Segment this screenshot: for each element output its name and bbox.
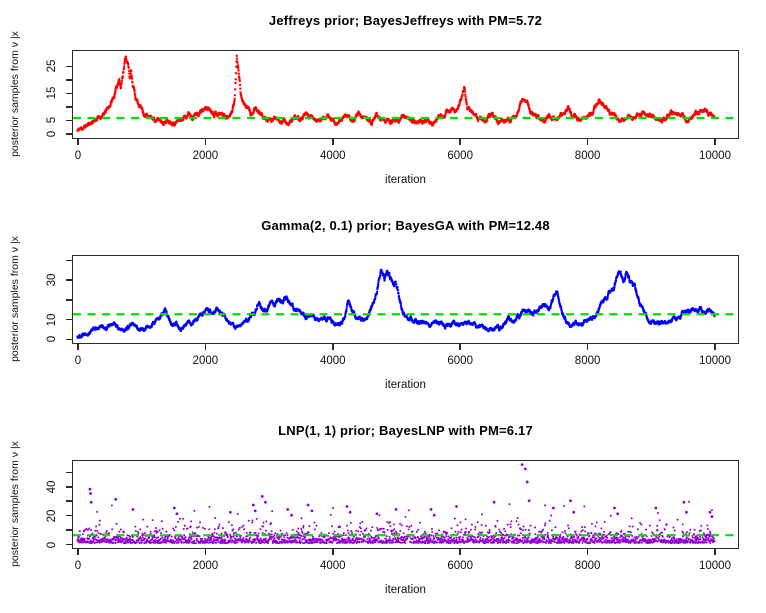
y-tick-label: 10 — [46, 313, 58, 327]
x-tick-mark — [459, 549, 461, 555]
x-tick-mark — [204, 139, 207, 145]
x-tick-label: 8000 — [574, 560, 601, 572]
x-tick-mark — [714, 549, 716, 555]
x-tick-mark — [714, 344, 716, 350]
x-tick-mark — [586, 549, 589, 555]
x-tick-mark — [586, 344, 589, 350]
x-tick-label: 0 — [74, 355, 82, 367]
plot-box — [72, 50, 739, 139]
x-tick-mark — [332, 344, 334, 350]
x-tick-mark — [77, 344, 79, 350]
x-tick-mark — [459, 139, 461, 145]
y-tick-label: 0 — [46, 541, 58, 548]
y-tick-label: 25 — [46, 59, 58, 73]
x-tick-label: 10000 — [699, 150, 731, 162]
y-tick-label: 15 — [46, 87, 58, 100]
plot-title: LNP(1, 1) prior; BayesLNP with PM=6.17 — [278, 423, 533, 438]
x-axis-label: iteration — [385, 584, 426, 596]
x-tick-mark — [332, 549, 334, 555]
x-tick-label: 2000 — [192, 150, 219, 162]
x-tick-mark — [204, 344, 207, 350]
x-tick-label: 4000 — [320, 355, 346, 367]
x-tick-mark — [586, 139, 589, 145]
y-tick-label: 30 — [46, 273, 58, 287]
trace-plot-panel-gamma: Gamma(2, 0.1) prior; BayesGA with PM=12.… — [0, 205, 766, 408]
y-tick-label: 40 — [46, 480, 58, 494]
plot-box — [72, 460, 739, 549]
x-axis-label: iteration — [385, 174, 426, 186]
plot-canvas — [73, 256, 737, 342]
x-tick-label: 8000 — [574, 355, 601, 367]
x-tick-mark — [714, 139, 716, 145]
trace-plot-panel-jeffreys: Jeffreys prior; BayesJeffreys with PM=5.… — [0, 0, 766, 203]
x-tick-label: 6000 — [447, 560, 473, 572]
x-tick-mark — [204, 549, 207, 555]
x-tick-label: 8000 — [574, 150, 601, 162]
x-tick-label: 6000 — [447, 355, 473, 367]
x-tick-label: 0 — [74, 150, 82, 162]
x-tick-mark — [332, 139, 334, 145]
plot-box — [72, 255, 739, 344]
y-tick-label: 0 — [46, 336, 58, 343]
plot-canvas — [73, 461, 737, 547]
plot-canvas — [73, 51, 737, 137]
x-tick-label: 4000 — [320, 560, 346, 572]
x-tick-mark — [77, 139, 79, 145]
x-tick-mark — [77, 549, 79, 555]
y-axis-label: posterior samples from ν |x — [9, 236, 21, 362]
x-tick-label: 2000 — [192, 355, 219, 367]
x-tick-label: 4000 — [320, 150, 346, 162]
x-tick-label: 0 — [74, 560, 82, 572]
y-tick-label: 0 — [46, 130, 58, 138]
plot-title: Gamma(2, 0.1) prior; BayesGA with PM=12.… — [261, 218, 550, 233]
x-tick-label: 10000 — [699, 355, 731, 367]
plot-title: Jeffreys prior; BayesJeffreys with PM=5.… — [268, 13, 543, 28]
x-tick-label: 10000 — [699, 560, 731, 572]
y-tick-label: 5 — [46, 117, 58, 124]
x-tick-label: 2000 — [192, 560, 219, 572]
x-axis-label: iteration — [385, 379, 426, 391]
y-axis-label: posterior samples from ν |x — [9, 31, 21, 157]
y-axis-label: posterior samples from ν |x — [9, 441, 21, 567]
y-tick-label: 20 — [46, 509, 58, 523]
x-tick-mark — [459, 344, 461, 350]
trace-plot-panel-lnp: LNP(1, 1) prior; BayesLNP with PM=6.17 p… — [0, 410, 766, 613]
x-tick-label: 6000 — [447, 150, 473, 162]
